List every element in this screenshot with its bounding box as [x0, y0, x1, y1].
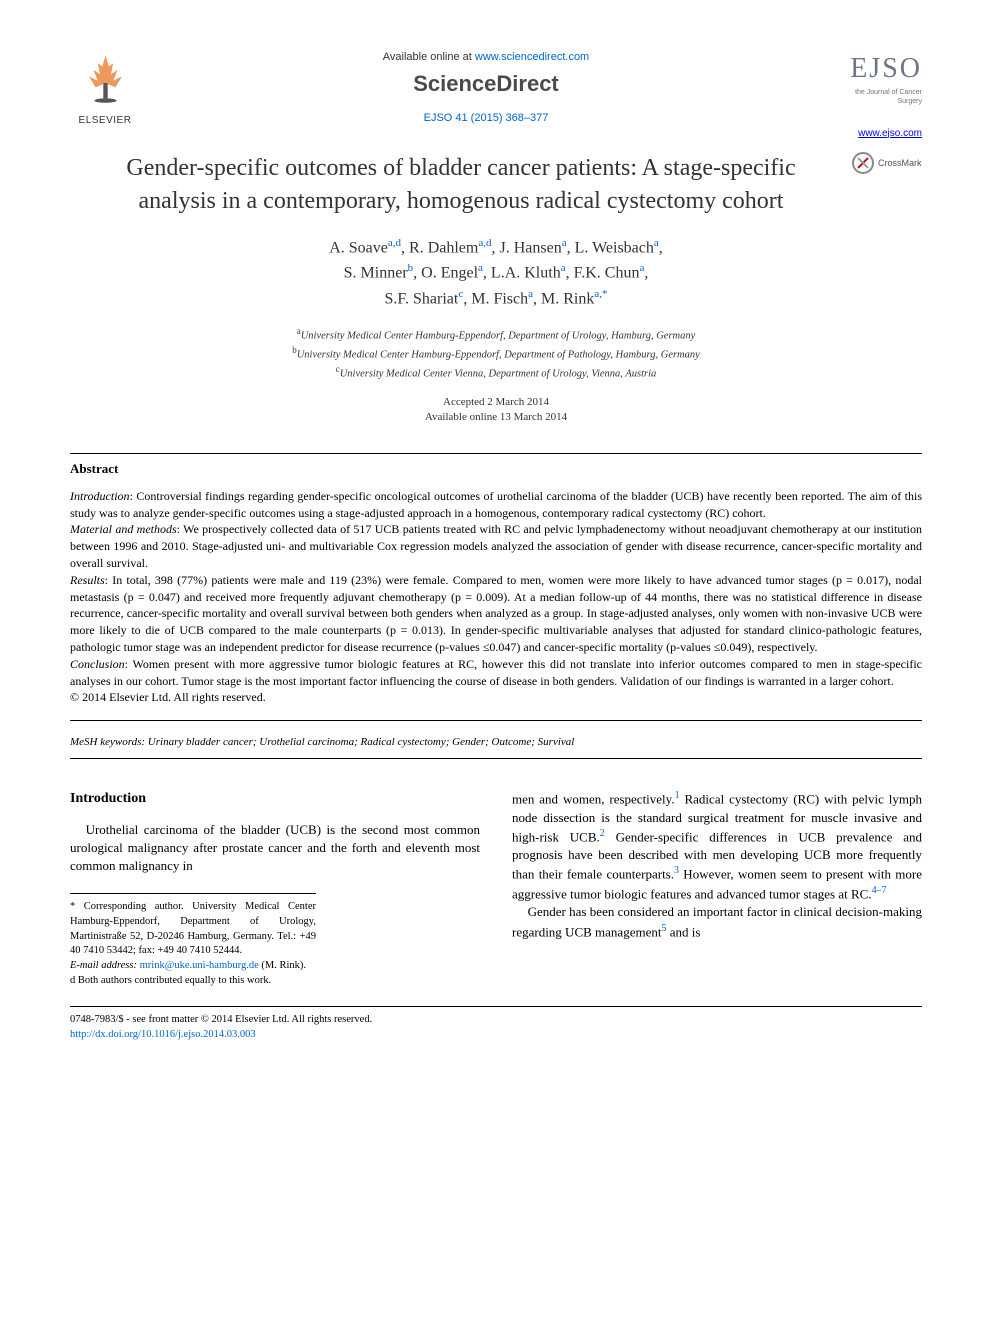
- affiliation-list: aUniversity Medical Center Hamburg-Eppen…: [70, 325, 922, 383]
- author: , L. Weisbach: [567, 239, 654, 256]
- divider: [70, 453, 922, 454]
- article-title: Gender-specific outcomes of bladder canc…: [70, 152, 852, 217]
- affiliation: University Medical Center Vienna, Depart…: [340, 369, 657, 380]
- accepted-date: Accepted 2 March 2014: [443, 396, 549, 408]
- body-text: men and women, respectively.: [512, 791, 675, 806]
- ejso-logo-subtitle: the Journal of Cancer Surgery: [832, 88, 922, 107]
- author-list: A. Soavea,d, R. Dahlema,d, J. Hansena, L…: [70, 235, 922, 311]
- abstract-results-label: Results: [70, 573, 105, 587]
- abstract-conclusion-label: Conclusion: [70, 657, 125, 671]
- email-suffix: (M. Rink).: [259, 960, 306, 971]
- corresponding-author-note: * Corresponding author. University Medic…: [70, 900, 316, 959]
- affiliation: University Medical Center Hamburg-Eppend…: [301, 330, 696, 341]
- journal-homepage-link[interactable]: www.ejso.com: [858, 128, 922, 139]
- author: , R. Dahlem: [401, 239, 478, 256]
- front-matter-text: 0748-7983/$ - see front matter © 2014 El…: [70, 1013, 922, 1028]
- available-online-text: Available online at www.sciencedirect.co…: [160, 50, 812, 65]
- abstract-intro-text: : Controversial findings regarding gende…: [70, 489, 922, 520]
- doi-link[interactable]: http://dx.doi.org/10.1016/j.ejso.2014.03…: [70, 1029, 256, 1040]
- footnotes-block: * Corresponding author. University Medic…: [70, 893, 316, 988]
- citation-ref[interactable]: 4–7: [872, 885, 887, 896]
- abstract-results-text: : In total, 398 (77%) patients were male…: [70, 573, 922, 654]
- journal-logo-block: EJSO the Journal of Cancer Surgery www.e…: [832, 50, 922, 140]
- right-column: men and women, respectively.1 Radical cy…: [512, 789, 922, 988]
- author-aff-sup[interactable]: a,d: [388, 237, 401, 249]
- article-dates: Accepted 2 March 2014 Available online 1…: [70, 395, 922, 426]
- author: A. Soave: [329, 239, 388, 256]
- corresponding-email-link[interactable]: mrink@uke.uni-hamburg.de: [140, 960, 259, 971]
- divider: [70, 758, 922, 759]
- elsevier-name: ELSEVIER: [70, 114, 140, 128]
- available-online-date: Available online 13 March 2014: [425, 411, 567, 423]
- divider: [70, 720, 922, 721]
- header-center: Available online at www.sciencedirect.co…: [140, 50, 832, 125]
- author: S.F. Shariat: [384, 290, 458, 307]
- elsevier-tree-icon: [78, 50, 133, 105]
- title-row: Gender-specific outcomes of bladder canc…: [70, 152, 922, 217]
- author: , M. Fisch: [463, 290, 528, 307]
- author-aff-sup[interactable]: a,d: [478, 237, 491, 249]
- sciencedirect-url-link[interactable]: www.sciencedirect.com: [475, 51, 589, 63]
- available-label: Available online at: [383, 51, 475, 63]
- body-paragraph: Urothelial carcinoma of the bladder (UCB…: [70, 821, 480, 876]
- crossmark-icon: [852, 152, 874, 174]
- author: , L.A. Kluth: [483, 265, 561, 282]
- page-footer: 0748-7983/$ - see front matter © 2014 El…: [70, 1006, 922, 1042]
- author: , M. Rink: [533, 290, 594, 307]
- article-body: Introduction Urothelial carcinoma of the…: [70, 789, 922, 988]
- left-column: Introduction Urothelial carcinoma of the…: [70, 789, 480, 988]
- elsevier-logo: ELSEVIER: [70, 50, 140, 130]
- abstract-conclusion-text: : Women present with more aggressive tum…: [70, 657, 922, 688]
- crossmark-badge[interactable]: CrossMark: [852, 152, 922, 174]
- keywords-label: MeSH keywords:: [70, 736, 145, 748]
- introduction-heading: Introduction: [70, 789, 480, 809]
- equal-contribution-note: d Both authors contributed equally to th…: [70, 974, 316, 989]
- author: , J. Hansen: [491, 239, 561, 256]
- author: S. Minner: [344, 265, 408, 282]
- author-aff-sup[interactable]: a: [639, 262, 644, 274]
- copyright-line: © 2014 Elsevier Ltd. All rights reserved…: [70, 689, 922, 706]
- author-aff-sup[interactable]: a,*: [594, 288, 607, 300]
- keywords-line: MeSH keywords: Urinary bladder cancer; U…: [70, 735, 922, 750]
- author: , F.K. Chun: [566, 265, 640, 282]
- page-header: ELSEVIER Available online at www.science…: [70, 50, 922, 140]
- crossmark-label: CrossMark: [878, 157, 922, 169]
- body-text: Gender has been considered an important …: [512, 904, 922, 939]
- abstract-methods-label: Material and methods: [70, 522, 177, 536]
- journal-citation[interactable]: EJSO 41 (2015) 368–377: [160, 111, 812, 126]
- sciencedirect-logo: ScienceDirect: [160, 69, 812, 99]
- body-text: and is: [666, 924, 700, 939]
- author-aff-sup[interactable]: a: [654, 237, 659, 249]
- ejso-logo-text: EJSO: [832, 50, 922, 88]
- author: , O. Engel: [413, 265, 478, 282]
- abstract-intro-label: Introduction: [70, 489, 130, 503]
- abstract-heading: Abstract: [70, 460, 922, 478]
- keywords-list: Urinary bladder cancer; Urothelial carci…: [145, 736, 574, 748]
- affiliation: University Medical Center Hamburg-Eppend…: [297, 350, 700, 361]
- abstract-body: Introduction: Controversial findings reg…: [70, 488, 922, 706]
- abstract-methods-text: : We prospectively collected data of 517…: [70, 522, 922, 570]
- email-label: E-mail address:: [70, 960, 140, 971]
